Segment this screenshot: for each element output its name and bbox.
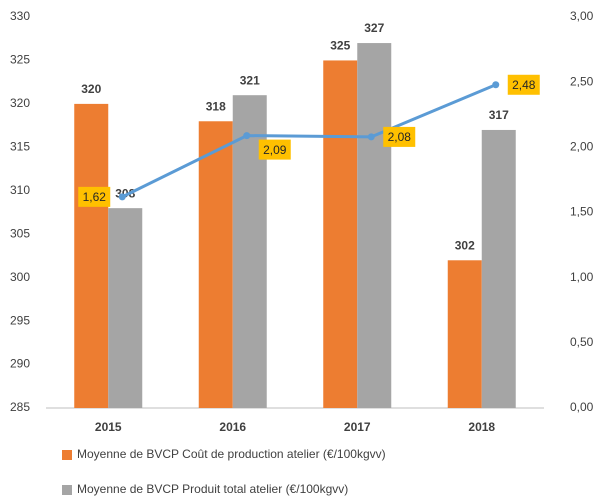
data-label: 302 [455, 238, 475, 252]
y2-tick-label: 1,50 [570, 205, 594, 219]
y-tick-label: 305 [10, 226, 30, 240]
line-point [367, 133, 375, 141]
x-tick-label: 2016 [219, 420, 246, 434]
data-label: 2,09 [263, 143, 287, 157]
data-label: 320 [81, 82, 101, 96]
y-tick-label: 330 [10, 9, 30, 23]
y-tick-label: 300 [10, 270, 30, 284]
bar [323, 60, 358, 408]
label-box [258, 139, 291, 160]
bar [481, 129, 516, 408]
y-tick-label: 285 [10, 400, 30, 414]
y2-tick-label: 1,00 [570, 270, 594, 284]
data-label: 318 [206, 99, 226, 113]
bar [357, 43, 392, 409]
label-box [383, 126, 416, 147]
data-label: 321 [240, 73, 260, 87]
y-tick-label: 320 [10, 96, 30, 110]
x-tick-label: 2017 [344, 420, 371, 434]
bar [198, 121, 233, 409]
legend-label: Moyenne de BVCP Coût de production ateli… [77, 447, 386, 461]
data-label: 317 [489, 108, 509, 122]
data-label: 325 [330, 39, 350, 53]
data-label: 2,08 [388, 130, 412, 144]
y-tick-label: 290 [10, 357, 30, 371]
data-label: 1,62 [83, 190, 107, 204]
line-point [243, 132, 251, 140]
legend-swatch [62, 450, 72, 460]
data-label: 2,48 [512, 78, 536, 92]
label-box [507, 74, 540, 95]
y-tick-label: 295 [10, 313, 30, 327]
x-tick-label: 2015 [95, 420, 122, 434]
bar [74, 103, 109, 408]
y2-tick-label: 2,50 [570, 74, 594, 88]
bar [108, 208, 143, 408]
y-tick-label: 310 [10, 183, 30, 197]
x-tick-label: 2018 [468, 420, 495, 434]
data-label: 327 [364, 21, 384, 35]
bar [447, 260, 482, 408]
line-point [492, 81, 500, 89]
y2-tick-label: 2,00 [570, 140, 594, 154]
y-tick-label: 325 [10, 53, 30, 67]
y-tick-label: 315 [10, 140, 30, 154]
line [121, 83, 497, 199]
legend-label: Moyenne de BVCP Produit total atelier (€… [77, 482, 348, 496]
y2-tick-label: 0,00 [570, 400, 594, 414]
label-box [78, 186, 111, 207]
y2-tick-label: 0,50 [570, 335, 594, 349]
y2-tick-label: 3,00 [570, 9, 594, 23]
legend-swatch [62, 485, 72, 495]
line-point [118, 193, 126, 201]
